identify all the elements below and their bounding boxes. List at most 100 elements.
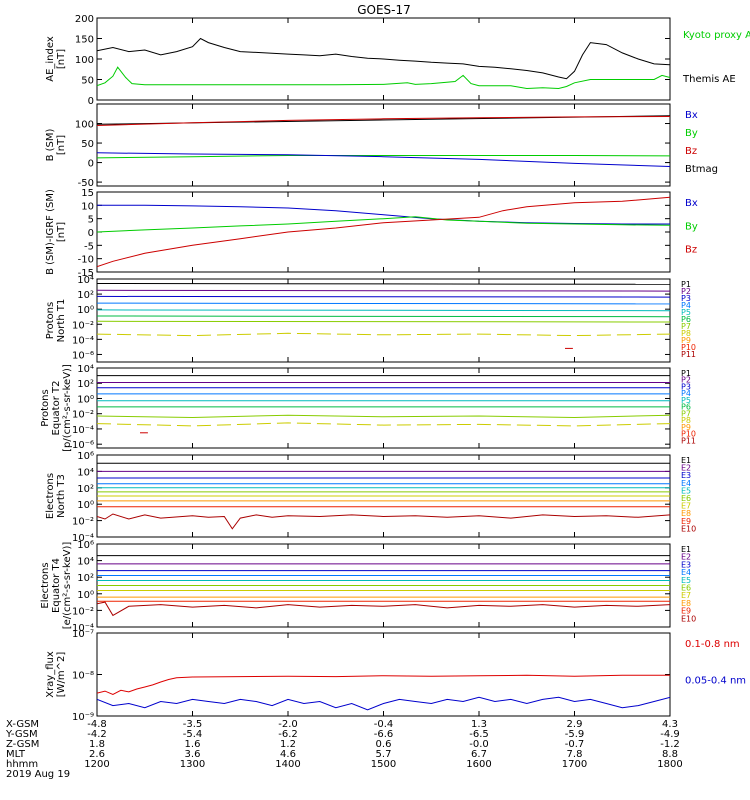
y-tick-label: 10⁴ <box>77 275 94 286</box>
y-tick-label: -15 <box>78 268 94 279</box>
y-axis-label: B (SM)-IGRF (SM) <box>45 189 56 275</box>
ephem-label-y-gsm: Y-GSM <box>5 729 38 740</box>
legend-btmag: Btmag <box>685 164 718 175</box>
ephemeris-table: X-GSM -4.8 -3.5 -2.0 -0.4 1.3 2.9 4.3 Y-GSM -4.2 -… <box>5 719 683 780</box>
y-axis-label: [nT] <box>56 135 67 155</box>
legend-p7: P7 <box>681 322 691 331</box>
legend-p11: P11 <box>681 436 696 445</box>
legend-e4: E4 <box>681 568 691 577</box>
y-tick-label: 10⁻² <box>72 410 94 421</box>
ephem-value: -4.9 <box>660 729 680 740</box>
legend-0-05-0-4-nm: 0.05-0.4 nm <box>685 676 746 687</box>
legend-e2: E2 <box>681 464 691 473</box>
y-tick-label: 10⁻² <box>72 320 94 331</box>
y-tick-label: 50 <box>81 139 94 150</box>
legend-p2: P2 <box>681 376 691 385</box>
ephem-value: -5.4 <box>183 729 203 740</box>
y-tick-label: 10⁻⁷ <box>72 629 94 640</box>
panel-p_t1: 10⁻⁶ 10⁻⁴ 10⁻² 10⁰ 10² 10⁴ Protons North T1 P1P2… <box>45 275 696 363</box>
series-by <box>97 155 670 159</box>
y-tick-label: 5 <box>88 215 94 226</box>
y-axis-label: Protons <box>45 302 56 339</box>
panel-bigrf: -15 -10 -5 0 5 10 15 B (SM)-IGRF (SM) [nT] Bx By Bz <box>45 188 698 279</box>
ephem-value: -1.2 <box>660 739 680 750</box>
y-axis-label: AE_index <box>45 36 56 82</box>
legend-by: By <box>685 221 698 232</box>
legend-e9: E9 <box>681 517 691 526</box>
legend-bx: Bx <box>685 110 698 121</box>
y-axis-label: North T1 <box>56 299 67 343</box>
legend-p5: P5 <box>681 308 691 317</box>
legend-p1: P1 <box>681 369 691 378</box>
y-tick-label: 0 <box>88 96 94 107</box>
ephem-value: -0.7 <box>565 739 585 750</box>
legend-e1: E1 <box>681 456 691 465</box>
legend-e3: E3 <box>681 471 691 480</box>
legend-e7: E7 <box>681 591 691 600</box>
ephem-label-hhmm: hhmm <box>6 759 38 770</box>
y-axis-label: Equator T2 <box>51 381 62 436</box>
ephem-label-x-gsm: X-GSM <box>6 719 39 730</box>
series-p4 <box>97 302 670 305</box>
legend-p1: P1 <box>681 280 691 289</box>
legend-kyoto-proxy-ae: Kyoto proxy AE <box>683 30 750 41</box>
y-tick-label: 10⁰ <box>77 590 94 601</box>
ephem-value: -2.0 <box>278 719 298 730</box>
ephem-date: 2019 Aug 19 <box>6 769 70 780</box>
ephem-value: 3.6 <box>185 749 201 760</box>
y-tick-label: 15 <box>81 188 94 199</box>
legend-e3: E3 <box>681 560 691 569</box>
legend-e2: E2 <box>681 553 691 562</box>
legend-e8: E8 <box>681 599 691 608</box>
legend-p2: P2 <box>681 287 691 296</box>
legend-e5: E5 <box>681 486 691 495</box>
series-p7 <box>97 320 670 323</box>
legend-e6: E6 <box>681 584 691 593</box>
panel-xray: 10⁻⁹ 10⁻⁸ 10⁻⁷ Xray_flux [W/m^2] 0.1-0.8 nm 0.… <box>45 629 746 723</box>
y-tick-label: 10⁴ <box>77 557 94 568</box>
series-0-05-0-4-nm <box>97 696 670 711</box>
panel-frame <box>96 191 671 273</box>
legend-e1: E1 <box>681 545 691 554</box>
ephem-value: 1200 <box>84 759 109 770</box>
y-axis-label: [nT] <box>56 222 67 242</box>
series-p2 <box>97 289 670 292</box>
ephem-value: 4.3 <box>662 719 678 730</box>
y-axis-label: B (SM) <box>45 128 56 161</box>
legend-p10: P10 <box>681 430 696 439</box>
legend-e6: E6 <box>681 494 691 503</box>
ephem-value: 1.6 <box>185 739 201 750</box>
series-0-1-0-8-nm <box>97 674 670 695</box>
y-tick-label: -50 <box>78 178 94 189</box>
y-tick-label: 10² <box>77 484 94 495</box>
legend-e9: E9 <box>681 607 691 616</box>
legend-p8: P8 <box>681 416 691 425</box>
series-e10 <box>97 513 670 530</box>
legend-p5: P5 <box>681 396 691 405</box>
ephem-value: -0.0 <box>469 739 489 750</box>
y-axis-label: [e/(cm²-s-sr-keV)] <box>62 542 73 630</box>
y-tick-label: 10⁻⁴ <box>72 533 94 544</box>
ephem-value: 0.6 <box>376 739 392 750</box>
legend-p9: P9 <box>681 336 691 345</box>
series-themis-ae <box>97 37 670 80</box>
series-bz <box>97 196 670 268</box>
y-axis-label: North T3 <box>56 474 67 518</box>
legend-0-1-0-8-nm: 0.1-0.8 nm <box>685 639 740 650</box>
ephem-value: 7.8 <box>567 749 583 760</box>
y-tick-label: 10⁻⁶ <box>72 350 94 361</box>
y-tick-label: 10 <box>81 201 94 212</box>
ephem-value: 1400 <box>275 759 300 770</box>
ephem-value: -6.6 <box>374 729 394 740</box>
y-tick-label: -5 <box>84 241 94 252</box>
legend-bx: Bx <box>685 198 698 209</box>
ephem-value: -4.2 <box>87 729 107 740</box>
legend-e7: E7 <box>681 502 691 511</box>
y-tick-label: -10 <box>78 255 94 266</box>
y-axis-label: Xray_flux <box>45 651 56 698</box>
series-p7 <box>97 414 670 419</box>
y-axis-label: [nT] <box>56 49 67 69</box>
y-tick-label: 10² <box>77 379 94 390</box>
legend-p7: P7 <box>681 409 691 418</box>
y-axis-label: Electrons <box>40 562 51 608</box>
